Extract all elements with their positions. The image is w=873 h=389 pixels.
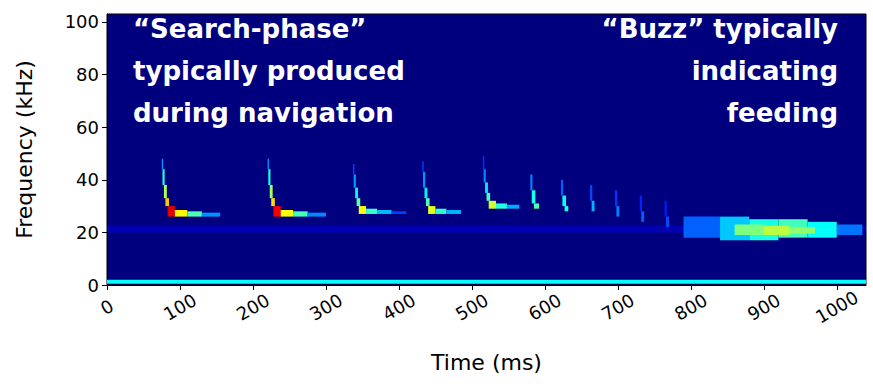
svg-text:900: 900 [744,289,784,324]
svg-text:indicating: indicating [692,56,838,86]
svg-text:500: 500 [452,289,492,324]
svg-text:20: 20 [76,222,99,243]
svg-text:Frequency (kHz): Frequency (kHz) [12,60,37,239]
svg-text:1000: 1000 [812,286,862,327]
svg-text:during navigation: during navigation [133,98,394,128]
svg-text:100: 100 [65,11,99,32]
svg-text:60: 60 [76,117,99,138]
svg-text:“Search-phase”: “Search-phase” [133,14,366,44]
svg-text:40: 40 [76,169,99,190]
svg-text:100: 100 [160,289,200,324]
svg-text:0: 0 [97,295,117,319]
svg-text:700: 700 [598,289,638,324]
svg-text:400: 400 [379,289,419,324]
svg-text:“Buzz” typically: “Buzz” typically [602,14,839,44]
svg-text:200: 200 [233,289,273,324]
svg-text:0: 0 [88,275,99,296]
svg-text:800: 800 [671,289,711,324]
svg-text:600: 600 [525,289,565,324]
svg-text:Time (ms): Time (ms) [430,350,542,375]
svg-text:300: 300 [306,289,346,324]
svg-text:typically produced: typically produced [133,56,405,86]
svg-text:feeding: feeding [727,98,838,128]
svg-text:80: 80 [76,64,99,85]
